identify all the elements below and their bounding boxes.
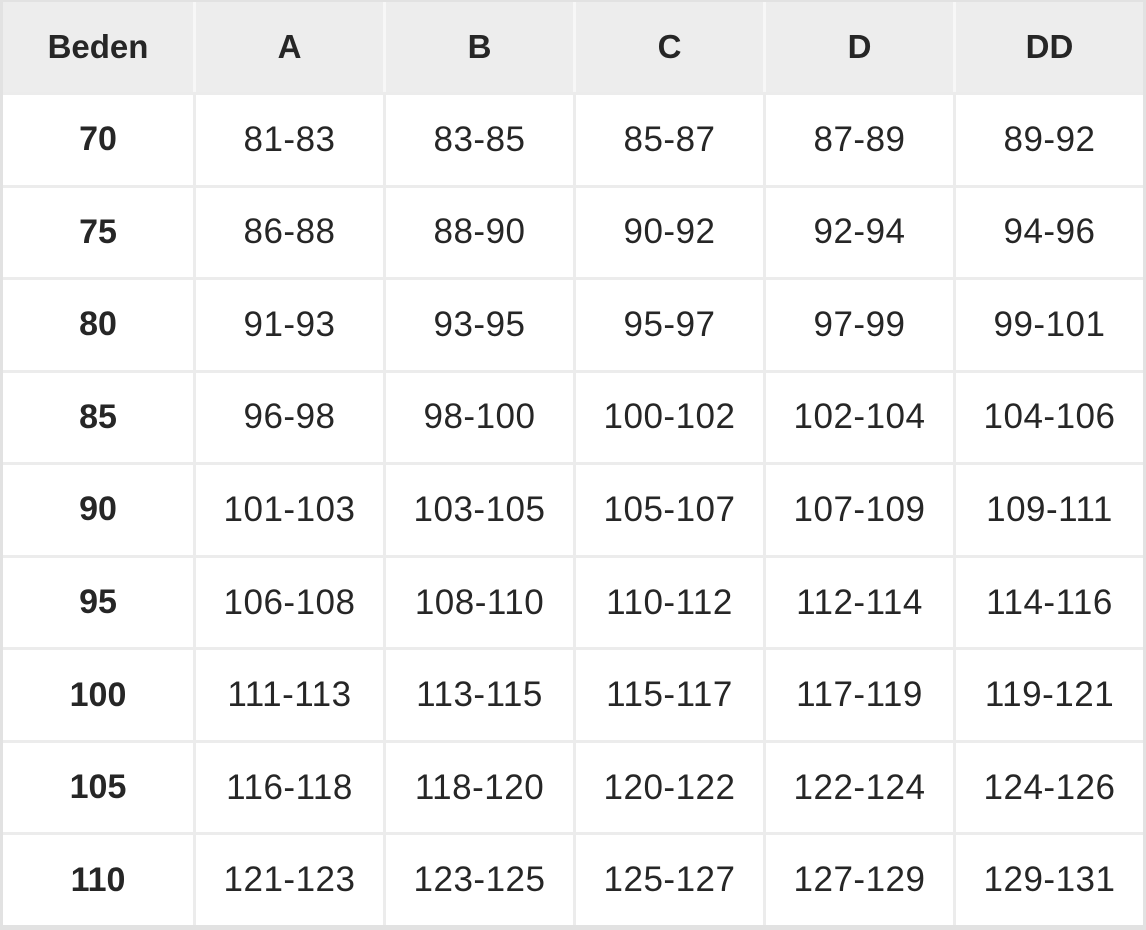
range-cell: 108-110 xyxy=(383,554,573,648)
size-cell: 80 xyxy=(3,277,193,370)
range-cell: 103-105 xyxy=(383,462,573,555)
range-cell: 98-100 xyxy=(383,369,573,463)
range-cell: 91-93 xyxy=(193,277,383,370)
table-row: 90 101-103 103-105 105-107 107-109 109-1… xyxy=(3,462,1143,555)
range-cell: 122-124 xyxy=(763,739,953,833)
table-header-row: Beden A B C D DD xyxy=(3,2,1143,92)
range-cell: 102-104 xyxy=(763,369,953,463)
table-row: 110 121-123 123-125 125-127 127-129 129-… xyxy=(3,832,1143,925)
size-cell: 100 xyxy=(3,647,193,740)
range-cell: 90-92 xyxy=(573,184,763,278)
range-cell: 118-120 xyxy=(383,739,573,833)
range-cell: 129-131 xyxy=(953,832,1143,925)
range-cell: 96-98 xyxy=(193,369,383,463)
range-cell: 99-101 xyxy=(953,277,1143,370)
range-cell: 106-108 xyxy=(193,554,383,648)
size-cell: 110 xyxy=(3,832,193,925)
range-cell: 113-115 xyxy=(383,647,573,740)
range-cell: 125-127 xyxy=(573,832,763,925)
range-cell: 115-117 xyxy=(573,647,763,740)
table-header: Beden A B C D DD xyxy=(3,2,1143,92)
range-cell: 94-96 xyxy=(953,184,1143,278)
range-cell: 116-118 xyxy=(193,739,383,833)
range-cell: 109-111 xyxy=(953,462,1143,555)
range-cell: 81-83 xyxy=(193,92,383,185)
range-cell: 83-85 xyxy=(383,92,573,185)
range-cell: 127-129 xyxy=(763,832,953,925)
range-cell: 121-123 xyxy=(193,832,383,925)
range-cell: 93-95 xyxy=(383,277,573,370)
table-row: 100 111-113 113-115 115-117 117-119 119-… xyxy=(3,647,1143,740)
table-row: 95 106-108 108-110 110-112 112-114 114-1… xyxy=(3,554,1143,648)
range-cell: 107-109 xyxy=(763,462,953,555)
range-cell: 120-122 xyxy=(573,739,763,833)
size-cell: 70 xyxy=(3,92,193,185)
range-cell: 111-113 xyxy=(193,647,383,740)
size-cell: 75 xyxy=(3,184,193,278)
range-cell: 87-89 xyxy=(763,92,953,185)
range-cell: 95-97 xyxy=(573,277,763,370)
range-cell: 123-125 xyxy=(383,832,573,925)
size-cell: 90 xyxy=(3,462,193,555)
column-header-dd: DD xyxy=(953,2,1143,92)
column-header-b: B xyxy=(383,2,573,92)
table-body: 70 81-83 83-85 85-87 87-89 89-92 75 86-8… xyxy=(3,92,1143,925)
column-header-beden: Beden xyxy=(3,2,193,92)
table-row: 75 86-88 88-90 90-92 92-94 94-96 xyxy=(3,184,1143,278)
range-cell: 119-121 xyxy=(953,647,1143,740)
range-cell: 124-126 xyxy=(953,739,1143,833)
range-cell: 86-88 xyxy=(193,184,383,278)
range-cell: 88-90 xyxy=(383,184,573,278)
range-cell: 85-87 xyxy=(573,92,763,185)
table-row: 85 96-98 98-100 100-102 102-104 104-106 xyxy=(3,369,1143,463)
range-cell: 89-92 xyxy=(953,92,1143,185)
range-cell: 112-114 xyxy=(763,554,953,648)
range-cell: 97-99 xyxy=(763,277,953,370)
table-row: 105 116-118 118-120 120-122 122-124 124-… xyxy=(3,739,1143,833)
table-row: 70 81-83 83-85 85-87 87-89 89-92 xyxy=(3,92,1143,185)
column-header-a: A xyxy=(193,2,383,92)
range-cell: 100-102 xyxy=(573,369,763,463)
range-cell: 105-107 xyxy=(573,462,763,555)
column-header-d: D xyxy=(763,2,953,92)
range-cell: 92-94 xyxy=(763,184,953,278)
size-chart-table: Beden A B C D DD 70 81-83 83-85 85-87 87… xyxy=(3,2,1143,925)
range-cell: 117-119 xyxy=(763,647,953,740)
range-cell: 110-112 xyxy=(573,554,763,648)
table-row: 80 91-93 93-95 95-97 97-99 99-101 xyxy=(3,277,1143,370)
column-header-c: C xyxy=(573,2,763,92)
range-cell: 114-116 xyxy=(953,554,1143,648)
size-cell: 85 xyxy=(3,369,193,463)
size-cell: 105 xyxy=(3,739,193,833)
range-cell: 101-103 xyxy=(193,462,383,555)
size-cell: 95 xyxy=(3,554,193,648)
range-cell: 104-106 xyxy=(953,369,1143,463)
